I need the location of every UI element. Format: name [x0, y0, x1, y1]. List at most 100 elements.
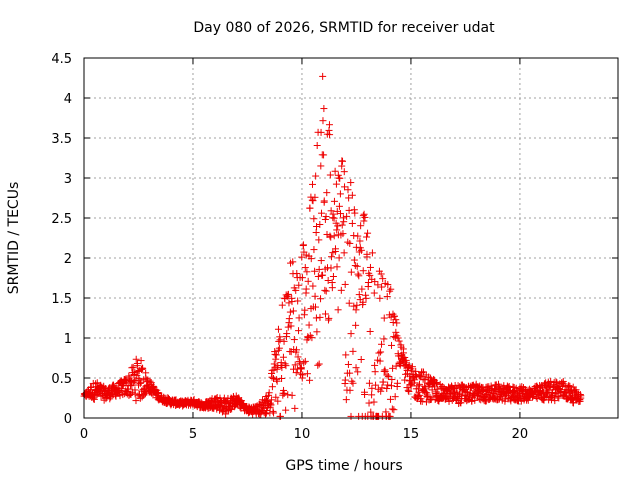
data-point — [335, 202, 343, 210]
data-point — [551, 397, 559, 405]
data-point — [311, 292, 319, 300]
data-point — [285, 299, 293, 307]
data-point — [378, 283, 386, 291]
data-point — [306, 376, 314, 384]
data-point — [291, 404, 299, 412]
data-point — [325, 314, 333, 322]
data-point — [310, 215, 318, 223]
y-tick-label: 1.5 — [51, 292, 72, 307]
data-point — [355, 272, 363, 280]
data-point — [383, 371, 391, 379]
data-point — [295, 327, 303, 335]
data-point — [384, 281, 392, 289]
data-point — [298, 253, 306, 261]
data-point — [295, 281, 303, 289]
data-point — [136, 379, 144, 387]
data-point — [471, 396, 479, 404]
data-point — [154, 389, 162, 397]
data-point — [408, 363, 416, 371]
data-point — [361, 391, 369, 399]
data-point — [320, 151, 328, 159]
data-point — [272, 351, 280, 359]
data-point — [326, 131, 334, 139]
data-point — [297, 365, 305, 373]
data-point — [262, 410, 270, 418]
data-point — [346, 369, 354, 377]
data-point — [474, 383, 482, 391]
data-point — [347, 330, 355, 338]
data-point — [276, 412, 284, 420]
data-point — [368, 249, 376, 257]
data-point — [529, 392, 537, 400]
data-point — [334, 222, 342, 230]
data-point — [146, 377, 154, 385]
data-point — [555, 394, 563, 402]
data-point — [350, 302, 358, 310]
data-point — [332, 180, 340, 188]
x-tick-label: 15 — [403, 427, 420, 442]
data-point — [278, 375, 286, 383]
data-point — [269, 375, 277, 383]
data-point — [404, 386, 412, 394]
data-point — [434, 385, 442, 393]
axis-ticks — [83, 57, 618, 419]
data-point — [335, 254, 343, 262]
data-point — [577, 394, 585, 402]
data-point — [124, 385, 132, 393]
data-point — [389, 364, 397, 372]
data-point — [395, 337, 403, 345]
data-point — [378, 384, 386, 392]
data-point — [272, 393, 280, 401]
data-point — [383, 385, 391, 393]
data-point — [119, 391, 127, 399]
data-point — [320, 197, 328, 205]
data-point — [334, 306, 342, 314]
data-point — [357, 222, 365, 230]
data-point — [308, 334, 316, 342]
data-point — [257, 408, 265, 416]
data-point — [415, 388, 423, 396]
data-point — [387, 285, 395, 293]
data-point — [371, 278, 379, 286]
data-point — [347, 268, 355, 276]
data-point — [390, 333, 398, 341]
data-point — [354, 368, 362, 376]
data-point — [329, 210, 337, 218]
data-point — [286, 308, 294, 316]
data-point — [374, 281, 382, 289]
y-tick-label: 4 — [64, 92, 72, 107]
data-point — [275, 344, 283, 352]
data-point — [132, 397, 140, 405]
data-point — [347, 179, 355, 187]
data-point — [309, 180, 317, 188]
data-point — [274, 397, 282, 405]
data-point — [345, 299, 353, 307]
data-point — [341, 376, 349, 384]
data-point — [280, 337, 288, 345]
data-point — [292, 369, 300, 377]
data-point — [340, 168, 348, 176]
data-point — [319, 72, 327, 80]
data-point — [133, 359, 141, 367]
data-point — [370, 398, 378, 406]
data-point — [319, 271, 327, 279]
data-point — [289, 307, 297, 315]
data-point — [366, 327, 374, 335]
x-tick-label: 10 — [294, 427, 311, 442]
data-point — [376, 357, 384, 365]
data-point — [392, 316, 400, 324]
data-point — [284, 290, 292, 298]
data-point — [346, 239, 354, 247]
data-point — [338, 157, 346, 165]
data-point — [346, 386, 354, 394]
data-point — [375, 349, 383, 357]
data-point — [289, 258, 297, 266]
data-point — [468, 397, 476, 405]
data-point — [330, 214, 338, 222]
data-point — [270, 360, 278, 368]
data-point — [400, 349, 408, 357]
data-point — [353, 301, 361, 309]
data-point — [222, 410, 230, 418]
data-point — [312, 229, 320, 237]
data-point — [284, 391, 292, 399]
